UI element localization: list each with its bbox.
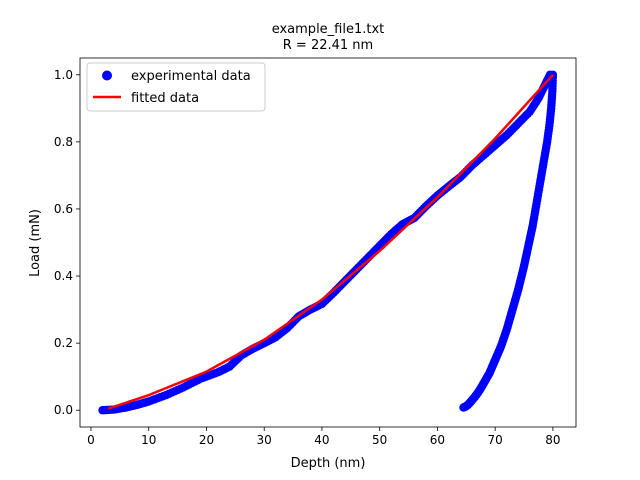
x-tick-label: 10: [141, 433, 156, 447]
axis-ticks: 0 10 20 30 40 50 60 70 80 0.0 0.2 0.4 0.6 0.8 1.0: [54, 68, 561, 447]
legend-box: [86, 62, 266, 112]
y-tick-label: 0.8: [54, 135, 73, 149]
y-axis-label: Load (mN): [28, 209, 43, 277]
x-tick-label: 30: [257, 433, 272, 447]
chart-title: example_file1.txt: [272, 22, 385, 37]
legend-label-fitted: fitted data: [131, 91, 199, 106]
y-tick-label: 0.2: [54, 336, 73, 350]
y-tick-label: 0.0: [54, 403, 73, 417]
y-tick-label: 0.6: [54, 202, 73, 216]
x-tick-label: 70: [488, 433, 503, 447]
experimental-unloading: [459, 70, 558, 412]
x-tick-label: 20: [199, 433, 214, 447]
fitted-line: [107, 73, 554, 410]
plot-area: 0 10 20 30 40 50 60 70 80 0.0 0.2 0.4 0.6 0.8 1.0: [54, 57, 577, 447]
y-tick-label: 1.0: [54, 68, 73, 82]
y-tick-label: 0.4: [54, 269, 73, 283]
x-tick-label: 80: [545, 433, 560, 447]
x-axis-label: Depth (nm): [291, 456, 366, 471]
legend: experimental data fitted data: [86, 62, 266, 112]
legend-marker-experimental: [102, 70, 112, 81]
chart-subtitle: R = 22.41 nm: [283, 38, 373, 53]
x-tick-label: 40: [314, 433, 329, 447]
data-layer: [98, 70, 558, 415]
axes-frame: [79, 57, 577, 428]
x-tick-label: 60: [430, 433, 445, 447]
legend-label-experimental: experimental data: [131, 69, 251, 84]
data-point: [459, 403, 468, 412]
x-tick-label: 50: [372, 433, 387, 447]
x-tick-label: 0: [87, 433, 95, 447]
